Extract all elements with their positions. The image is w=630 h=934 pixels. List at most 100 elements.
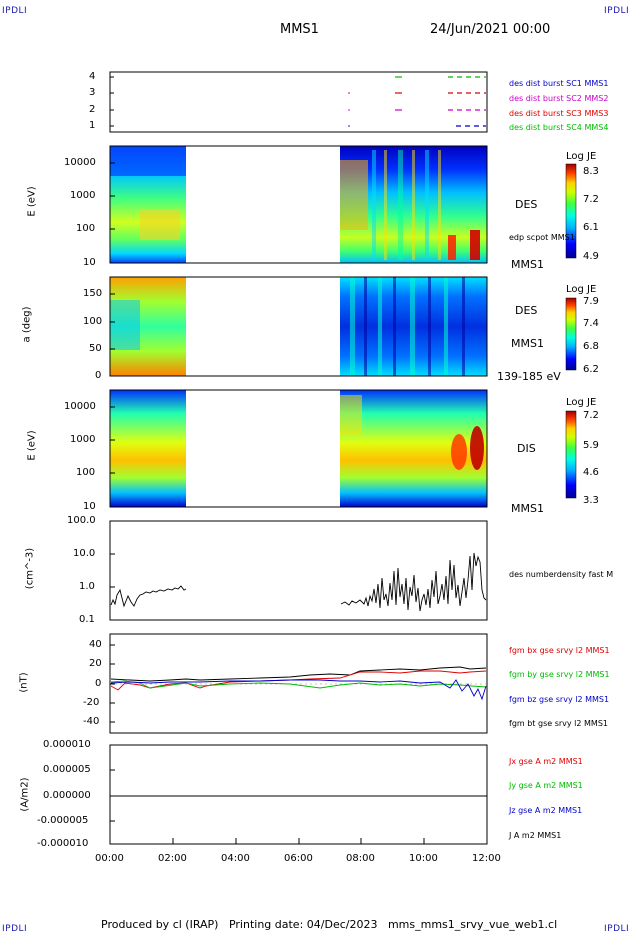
avail-legend-sc3: des dist burst SC3 MMS3 <box>509 109 609 118</box>
avail-ytick-4: 4 <box>89 71 96 82</box>
des-pa-ytick-100: 100 <box>83 316 103 327</box>
panel-dis-energy-spectrogram <box>109 389 488 508</box>
footer-credits: Produced by cl (IRAP) Printing date: 04/… <box>101 918 558 931</box>
xtick-1000: 10:00 <box>409 853 438 864</box>
des-energy-ytick-100: 100 <box>76 223 96 234</box>
avail-legend-sc1: des dist burst SC1 MMS1 <box>509 79 609 88</box>
current-legend-jy: Jy gse A m2 MMS1 <box>509 781 583 790</box>
dis-energy-cb-tick-1: 5.9 <box>583 440 599 451</box>
dis-energy-ytick-10000: 10000 <box>64 401 96 412</box>
current-ytick-3: -0.000005 <box>37 815 89 826</box>
density-trace <box>110 552 487 612</box>
dis-energy-ylabel: E (eV) <box>26 430 38 461</box>
des-pa-cb-tick-0: 7.9 <box>583 296 599 307</box>
des-energy-ytick-10000: 10000 <box>64 157 96 168</box>
bfield-ytick-neg40: -40 <box>83 716 100 727</box>
des-pa-energy-range: 139-185 eV <box>497 370 561 383</box>
des-pa-ylabel: a (deg) <box>21 306 33 343</box>
current-ylabel: (A/m2) <box>19 777 31 812</box>
des-energy-cb-title: Log JE <box>566 151 597 162</box>
dis-energy-ytick-1000: 1000 <box>70 434 96 445</box>
current-ytick-2: 0.000000 <box>43 790 91 801</box>
dis-energy-cb-tick-3: 3.3 <box>583 495 599 506</box>
dis-energy-cb-title: Log JE <box>566 397 597 408</box>
corner-label-top-right: IPDLI <box>604 6 630 16</box>
dis-energy-label: DIS <box>517 442 536 455</box>
dis-energy-ytick-100: 100 <box>76 467 96 478</box>
des-energy-ytick-10: 10 <box>83 257 96 268</box>
des-pa-ytick-0: 0 <box>95 370 102 381</box>
des-pa-spacecraft: MMS1 <box>511 337 544 350</box>
dis-energy-cb-tick-0: 7.2 <box>583 410 599 421</box>
des-energy-label: DES <box>515 198 538 211</box>
bfield-legend-bz: fgm bz gse srvy l2 MMS1 <box>509 695 610 704</box>
des-pa-label: DES <box>515 304 538 317</box>
bfield-legend-by: fgm by gse srvy l2 MMS1 <box>509 670 610 679</box>
density-ytick-1: 1.0 <box>79 581 95 592</box>
des-pa-ytick-50: 50 <box>89 343 102 354</box>
density-ytick-100: 100.0 <box>67 515 96 526</box>
axis-ticks <box>110 76 425 844</box>
current-legend-j: J A m2 MMS1 <box>509 831 562 840</box>
xtick-0200: 02:00 <box>158 853 187 864</box>
des-energy-cb-tick-1: 7.2 <box>583 194 599 205</box>
panel-density-frame <box>109 520 488 621</box>
xtick-0800: 08:00 <box>346 853 375 864</box>
avail-ytick-2: 2 <box>89 104 96 115</box>
des-pa-cb-tick-1: 7.4 <box>583 318 599 329</box>
xtick-0000: 00:00 <box>95 853 124 864</box>
bfield-legend-bx: fgm bx gse srvy l2 MMS1 <box>509 646 610 655</box>
panel-bfield-frame <box>109 633 488 734</box>
avail-legend-sc2: des dist burst SC2 MMS2 <box>509 94 609 103</box>
density-ytick-10: 10.0 <box>73 548 96 559</box>
colorbar-des-pitch-angle <box>565 297 577 371</box>
bfield-legend-bt: fgm bt gse srvy l2 MMS1 <box>509 719 608 728</box>
panel-des-energy-spectrogram <box>109 145 488 264</box>
panel-availability <box>109 71 488 133</box>
corner-label-bottom-left: IPDLI <box>2 924 28 934</box>
dis-energy-ytick-10: 10 <box>83 501 96 512</box>
bfield-ytick-20: 20 <box>89 658 102 669</box>
des-energy-ylabel: E (eV) <box>26 186 38 217</box>
avail-ytick-1: 1 <box>89 120 96 131</box>
avail-ytick-3: 3 <box>89 87 96 98</box>
des-pa-cb-tick-2: 6.8 <box>583 341 599 352</box>
des-energy-cb-tick-2: 6.1 <box>583 222 599 233</box>
avail-legend-sc4: des dist burst SC4 MMS4 <box>509 123 609 132</box>
bfield-ytick-neg20: -20 <box>83 697 100 708</box>
date-title: 24/Jun/2021 00:00 <box>430 22 551 37</box>
density-legend: des numberdensity fast M <box>509 570 614 579</box>
current-ytick-0: 0.000010 <box>43 739 91 750</box>
panel-current-frame <box>109 744 488 845</box>
colorbar-dis-energy <box>565 410 577 499</box>
corner-label-bottom-right: IPDLI <box>604 924 630 934</box>
bfield-ytick-40: 40 <box>89 639 102 650</box>
des-energy-spacecraft: MMS1 <box>511 258 544 271</box>
bfield-traces <box>110 666 487 701</box>
dis-energy-cb-tick-2: 4.6 <box>583 467 599 478</box>
availability-marks <box>348 76 486 127</box>
current-ytick-1: 0.000005 <box>43 764 91 775</box>
des-energy-sublabel: edp scpot MMS1 <box>509 233 575 242</box>
des-energy-ytick-1000: 1000 <box>70 190 96 201</box>
current-legend-jx: Jx gse A m2 MMS1 <box>509 757 583 766</box>
current-ytick-4: -0.000010 <box>37 838 89 849</box>
colorbar-des-energy <box>565 163 577 259</box>
density-ytick-0.1: 0.1 <box>79 614 95 625</box>
panel-des-pitch-angle-spectrogram <box>109 276 488 377</box>
xtick-0600: 06:00 <box>284 853 313 864</box>
current-legend-jz: Jz gse A m2 MMS1 <box>509 806 583 815</box>
des-pa-ytick-150: 150 <box>83 288 103 299</box>
xtick-1200: 12:00 <box>472 853 501 864</box>
spacecraft-title: MMS1 <box>280 22 319 37</box>
dis-energy-spacecraft: MMS1 <box>511 502 544 515</box>
des-pa-cb-title: Log JE <box>566 284 597 295</box>
density-ylabel: (cm^-3) <box>24 547 36 590</box>
bfield-ytick-0: 0 <box>95 678 102 689</box>
des-energy-cb-tick-3: 4.9 <box>583 251 599 262</box>
des-pa-cb-tick-3: 6.2 <box>583 364 599 375</box>
corner-label-top-left: IPDLI <box>2 6 28 16</box>
bfield-ylabel: (nT) <box>18 672 30 693</box>
xtick-0400: 04:00 <box>221 853 250 864</box>
